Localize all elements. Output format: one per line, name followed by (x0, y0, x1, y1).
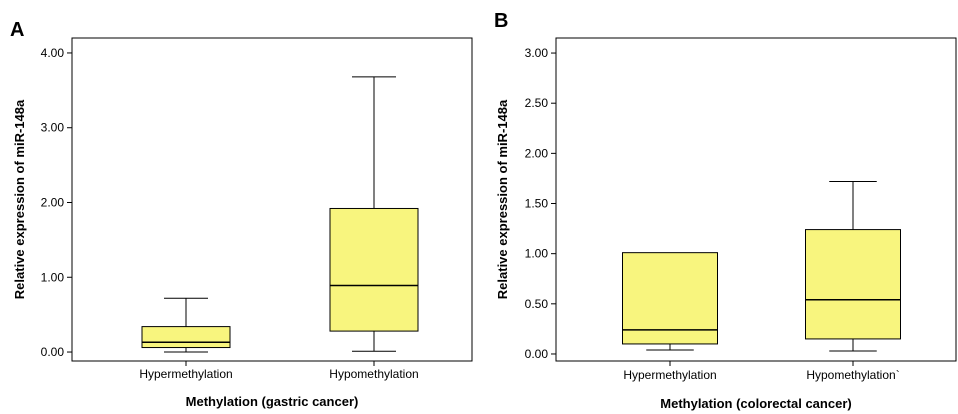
y-tick-label: 4.00 (41, 46, 65, 60)
y-tick-label: 3.00 (41, 121, 65, 135)
x-tick-label: Hypomethylation` (806, 368, 899, 382)
chart-panel-b: B 0.00 0.50 1.00 1.50 2.00 2.50 3.00 Relative ex… (494, 10, 957, 411)
box-hypermethylation: Hypermethylation (622, 252, 718, 382)
y-tick-label: 2.00 (41, 195, 65, 209)
y-tick-label: 0.00 (525, 347, 549, 361)
chart-panel-a: A 0.00 1.00 2.00 3.00 4.00 Relative expression… (10, 19, 473, 409)
y-tick-label: 2.50 (525, 96, 549, 110)
x-tick-label: Hypermethylation (623, 368, 716, 382)
y-tick-label: 0.00 (41, 345, 65, 359)
x-tick-label: Hypermethylation (139, 367, 232, 381)
y-tick-label: 3.00 (525, 46, 549, 60)
y-tick-label: 1.00 (41, 270, 65, 284)
iqr-box (141, 326, 231, 349)
x-axis-title: Methylation (colorectal cancer) (660, 396, 851, 411)
iqr-box (329, 207, 419, 332)
plot-frame (555, 37, 957, 362)
y-tick-label: 0.50 (525, 297, 549, 311)
y-axis-title: Relative expression of miR-148a (12, 99, 27, 299)
panel-letter: B (494, 10, 508, 32)
box-hypomethylation: Hypomethylation (329, 76, 419, 381)
y-axis-title: Relative expression of miR-148a (495, 99, 510, 299)
y-tick-label: 2.00 (525, 146, 549, 160)
y-tick-label: 1.50 (525, 197, 549, 211)
y-tick-label: 1.00 (525, 247, 549, 261)
box-hypermethylation: Hypermethylation (139, 297, 233, 381)
box-hypomethylation: Hypomethylation` (805, 180, 901, 382)
iqr-box (622, 252, 718, 345)
x-tick-label: Hypomethylation (329, 367, 418, 381)
iqr-box (805, 229, 901, 340)
plot-frame (71, 37, 473, 362)
panel-letter: A (10, 19, 24, 41)
x-axis-title: Methylation (gastric cancer) (186, 394, 359, 409)
